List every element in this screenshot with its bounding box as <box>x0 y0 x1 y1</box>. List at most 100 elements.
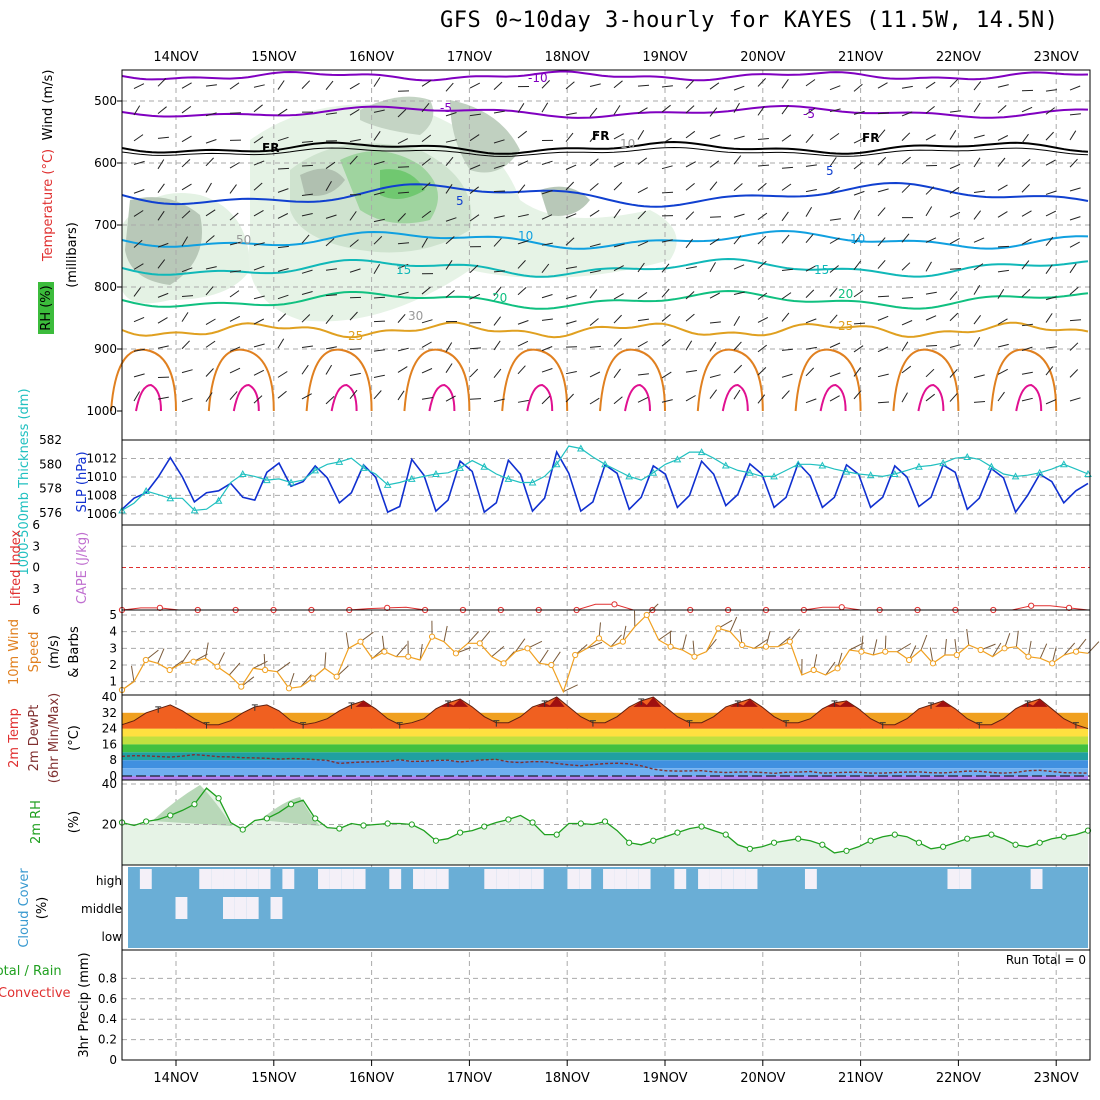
rh-line-marker <box>891 831 898 838</box>
wind-barb <box>541 294 553 299</box>
wind-barb <box>997 343 1009 348</box>
wind-barb <box>469 134 480 142</box>
wind-barb <box>997 211 1008 218</box>
wind10-barb <box>204 642 209 659</box>
wind-barb <box>349 372 361 377</box>
wind-barb <box>661 399 673 403</box>
wind10-line-marker <box>906 656 913 664</box>
wind-barb <box>949 291 958 301</box>
cloud-mid-gap <box>246 897 259 919</box>
wind-barb <box>133 134 144 142</box>
wind-barb <box>757 78 766 87</box>
wind-barb <box>277 338 285 349</box>
wind10-line-marker <box>810 666 817 674</box>
wind-barb <box>325 364 333 375</box>
rh-line-marker <box>650 837 657 844</box>
slp-tick-label: 1006 <box>86 507 117 521</box>
lifted-tick-label: 3 <box>32 582 40 596</box>
wind-barb <box>781 183 792 191</box>
wind-barb <box>397 191 410 194</box>
wind-barb <box>277 80 285 90</box>
wind-barb <box>157 345 169 349</box>
rh-line-marker <box>626 839 633 846</box>
rh-line-marker <box>336 825 343 832</box>
thickness-line-marker <box>480 462 489 470</box>
rh-line-marker <box>601 818 609 825</box>
wind-barb <box>925 261 932 272</box>
wind10-barb <box>1063 642 1076 656</box>
wind-barb <box>349 82 360 90</box>
wind10-line-marker <box>428 633 436 640</box>
wind-barb <box>805 346 817 350</box>
wind-barb <box>253 136 264 144</box>
contour-25 <box>121 321 1089 339</box>
wind-barb <box>877 82 888 89</box>
wind-barb <box>445 217 457 222</box>
wind10-barb <box>753 639 768 649</box>
wind-barb <box>181 82 192 89</box>
ylabel-wind10-a: 10m Wind <box>7 619 22 685</box>
thickness-line-marker <box>238 469 247 477</box>
contour-30-arch <box>110 348 177 412</box>
rh-line-marker <box>408 821 415 828</box>
wind-barb <box>517 184 526 194</box>
wind-barb <box>637 341 648 348</box>
wind-barb <box>733 213 745 218</box>
wind10-tick-label: 4 <box>109 625 117 639</box>
ylabel-precip-b: Convective <box>0 986 71 1001</box>
wind-barb <box>277 390 287 399</box>
wind-barb <box>205 139 217 144</box>
wind-barb <box>733 364 743 374</box>
contour-15 <box>121 257 1089 278</box>
wind-barb <box>949 237 960 245</box>
wind10-tick-label: 1 <box>109 675 117 689</box>
cloud-high-gap <box>389 869 402 889</box>
contour-label: 15 <box>396 263 411 277</box>
contour-20 <box>121 289 1089 310</box>
wind-barb <box>829 218 841 221</box>
contour-30-arch <box>794 348 862 412</box>
wind10-barb <box>920 634 928 651</box>
thickness-line-marker <box>190 506 199 514</box>
date-label-top: 20NOV <box>740 50 785 65</box>
rh-shade-9 <box>540 186 590 216</box>
wind-barb <box>1069 397 1081 402</box>
wind-barb <box>589 371 601 378</box>
wind-barb <box>277 213 289 219</box>
rh-line-marker <box>843 847 850 854</box>
wind10-tick-label: 5 <box>109 608 117 622</box>
wind-barb <box>661 137 672 144</box>
wind-barb <box>973 401 986 403</box>
rh-line-marker <box>215 795 222 802</box>
wind-barb <box>493 215 505 219</box>
wind-barb <box>685 130 696 139</box>
thickness-line-marker <box>528 478 537 486</box>
wind-barb <box>685 291 695 300</box>
wind-barb <box>997 184 1008 191</box>
wind-barb <box>133 391 141 402</box>
wind-barb <box>901 341 909 352</box>
rh-shade-4 <box>125 197 202 285</box>
wind-barb <box>661 191 674 194</box>
contour-label: FR <box>592 129 609 143</box>
wind-barb <box>157 292 169 298</box>
wind-barb <box>229 241 241 246</box>
wind-barb <box>613 243 625 248</box>
wind10-line-marker <box>1049 660 1056 667</box>
wind-barb <box>565 213 577 219</box>
temp-band <box>122 768 1088 777</box>
contour-35-arch <box>330 383 358 412</box>
wind10-barb <box>849 642 865 651</box>
wind-barb <box>973 81 982 91</box>
run-total-label: Run Total = 0 <box>1006 953 1086 967</box>
wind-barb <box>229 346 241 352</box>
wind-barb <box>397 347 409 352</box>
wind-barb <box>421 79 432 87</box>
wind-barb <box>133 263 144 270</box>
thickness-line-marker <box>721 461 730 469</box>
rh-line-marker <box>674 829 681 836</box>
wind-barb <box>733 389 741 400</box>
cloud-high-gap <box>484 869 497 889</box>
wind-barb <box>181 159 191 168</box>
cloud-high-gap <box>282 869 295 889</box>
